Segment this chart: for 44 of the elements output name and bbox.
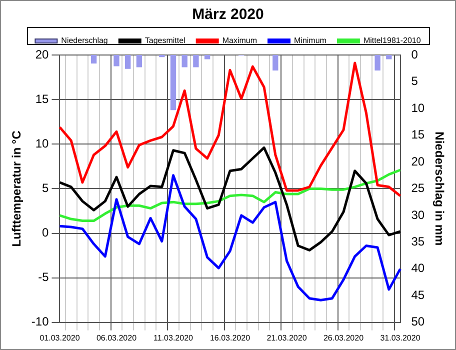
bar bbox=[204, 55, 210, 60]
bar bbox=[182, 55, 188, 68]
legend-label: Mittel1981-2010 bbox=[363, 36, 422, 46]
legend-label: Niederschlag bbox=[61, 36, 108, 46]
bar bbox=[193, 55, 199, 68]
x-tick-label: 26.03.2020 bbox=[323, 333, 364, 342]
x-tick-label: 16.03.2020 bbox=[210, 333, 251, 342]
chart-title: März 2020 bbox=[192, 6, 264, 24]
x-tick-label: 31.03.2020 bbox=[380, 333, 421, 342]
y-tick-label: 0 bbox=[42, 226, 50, 240]
y2-tick-label: 25 bbox=[411, 181, 425, 196]
y2-tick-label: 20 bbox=[411, 154, 425, 168]
y-tick-label: 15 bbox=[35, 92, 50, 106]
y2-tick-label: 15 bbox=[411, 128, 425, 142]
y2-tick-label: 45 bbox=[411, 288, 425, 302]
legend-label: Minimum bbox=[294, 36, 327, 46]
bar bbox=[170, 55, 176, 110]
y2-tick-label: 10 bbox=[411, 100, 425, 115]
bar bbox=[374, 55, 380, 71]
bar bbox=[136, 55, 142, 68]
y2-tick-label: 30 bbox=[411, 208, 425, 222]
y2-axis-title: Niederschlag in mm bbox=[432, 132, 446, 246]
bar bbox=[114, 55, 120, 66]
y2-tick-label: 5 bbox=[411, 74, 418, 88]
y2-tick-label: 50 bbox=[411, 314, 425, 329]
bar bbox=[386, 55, 392, 60]
y2-tick-label: 35 bbox=[411, 234, 425, 248]
y-tick-label: 20 bbox=[35, 47, 50, 62]
y-tick-label: 5 bbox=[42, 181, 50, 196]
bar bbox=[272, 55, 278, 71]
bar bbox=[125, 55, 131, 69]
bar bbox=[90, 55, 97, 64]
y-tick-label: -10 bbox=[31, 314, 50, 329]
x-tick-label: 11.03.2020 bbox=[154, 333, 194, 342]
x-tick-label: 01.03.2020 bbox=[40, 333, 80, 342]
y-tick-label: -5 bbox=[38, 270, 50, 284]
y2-tick-label: 0 bbox=[411, 47, 418, 62]
y-tick-label: 10 bbox=[35, 136, 50, 150]
x-tick-label: 06.03.2020 bbox=[96, 333, 138, 342]
y2-tick-label: 40 bbox=[411, 261, 425, 276]
x-tick-label: 21.03.2020 bbox=[266, 333, 308, 342]
legend-label: Tagesmittel bbox=[144, 36, 186, 46]
legend-label: Maximum bbox=[222, 36, 258, 46]
y-axis-title: Lufttemperatur in °C bbox=[10, 130, 24, 247]
